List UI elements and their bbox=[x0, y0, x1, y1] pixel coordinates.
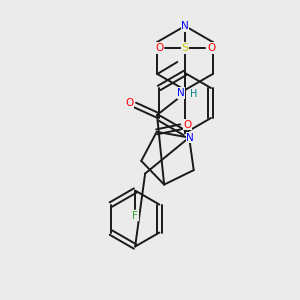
Text: O: O bbox=[125, 98, 133, 108]
Text: N: N bbox=[186, 133, 194, 142]
Text: O: O bbox=[207, 43, 215, 53]
Text: H: H bbox=[190, 89, 198, 99]
Text: O: O bbox=[184, 120, 192, 130]
Text: O: O bbox=[155, 43, 163, 53]
Text: S: S bbox=[182, 43, 189, 53]
Text: N: N bbox=[177, 88, 185, 98]
Text: N: N bbox=[181, 21, 189, 31]
Text: F: F bbox=[132, 211, 138, 220]
